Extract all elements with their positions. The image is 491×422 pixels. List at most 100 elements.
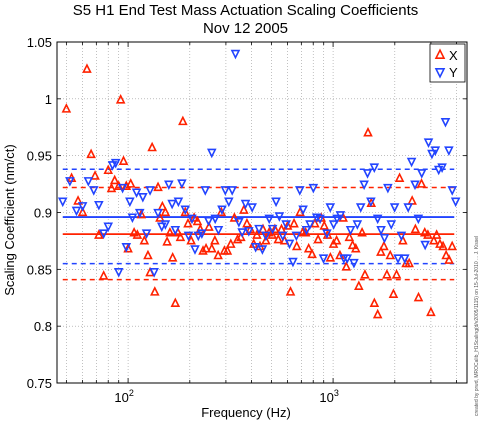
point-y (386, 220, 397, 230)
chart-title: S5 H1 End Test Mass Actuation Scaling Co… (72, 2, 419, 19)
point-y (444, 146, 454, 156)
grid-lines (57, 42, 467, 383)
point-x (213, 249, 223, 260)
point-x (354, 280, 364, 290)
point-y (281, 220, 291, 230)
point-y (244, 227, 254, 237)
point-x (90, 170, 100, 180)
point-y (197, 229, 207, 239)
point-x (178, 115, 188, 126)
point-x (94, 229, 104, 239)
point-y (65, 177, 75, 187)
point-x (106, 182, 117, 193)
point-y (131, 188, 142, 199)
point-y (288, 257, 298, 268)
legend-label-x: X (449, 48, 458, 63)
point-y (291, 231, 302, 242)
point-y (274, 212, 285, 222)
point-y (173, 197, 184, 208)
point-x (175, 231, 186, 242)
point-x (441, 249, 451, 260)
point-y (88, 186, 99, 196)
point-x (376, 246, 386, 256)
legend-marker-y (434, 68, 446, 79)
axis-ticks (57, 41, 467, 384)
point-x (167, 251, 178, 262)
point-x (267, 229, 278, 239)
point-x (410, 223, 421, 234)
point-x (447, 240, 457, 251)
point-x (226, 238, 236, 248)
point-x (98, 270, 109, 280)
point-x (165, 226, 175, 237)
point-x (210, 234, 220, 245)
point-x (150, 286, 160, 296)
x-tick-labels: 102 103 (114, 388, 338, 405)
point-y (77, 202, 88, 212)
point-y (271, 197, 281, 208)
point-x (192, 215, 203, 226)
y-tick-label: 0.9 (34, 206, 52, 221)
point-x (404, 257, 414, 268)
point-y (423, 138, 434, 149)
x-tick-label: 102 (114, 388, 133, 405)
point-y (210, 214, 220, 225)
point-y (125, 197, 135, 208)
point-x (242, 217, 252, 228)
point-x (86, 148, 96, 159)
point-x (385, 249, 396, 260)
point-x (416, 178, 427, 188)
point-y (427, 149, 437, 160)
point-x (347, 239, 358, 250)
point-x (357, 226, 367, 237)
point-x (82, 63, 92, 73)
data-points (57, 49, 461, 319)
point-x (239, 204, 249, 214)
point-y (187, 214, 197, 225)
point-y (406, 157, 417, 168)
point-y (254, 224, 264, 235)
point-y (352, 220, 363, 230)
point-y (325, 203, 336, 213)
point-x (73, 195, 83, 205)
point-y (71, 206, 82, 217)
point-y (117, 183, 128, 194)
point-y (113, 268, 124, 278)
point-x (147, 141, 157, 152)
point-x (444, 254, 454, 264)
point-x (426, 306, 436, 317)
point-y (98, 229, 109, 239)
point-x (132, 229, 143, 239)
y-tick-label: 1 (45, 92, 52, 107)
point-x (372, 308, 383, 319)
point-x (344, 231, 355, 242)
point-y (94, 200, 104, 211)
point-y (447, 186, 458, 196)
point-x (289, 217, 299, 228)
point-y (359, 180, 369, 191)
legend: XY (429, 43, 466, 83)
point-x (103, 164, 114, 175)
point-y (190, 245, 200, 255)
point-y (277, 231, 288, 242)
point-y (250, 243, 261, 253)
point-y (180, 205, 191, 216)
point-y (247, 203, 257, 213)
point-y (261, 231, 271, 242)
x-axis-label: Frequency (Hz) (201, 405, 291, 420)
point-x (423, 229, 433, 239)
y-tick-label: 0.95 (27, 149, 52, 164)
point-x (139, 234, 150, 245)
point-y (430, 146, 441, 156)
point-y (141, 229, 152, 239)
point-x (153, 181, 163, 192)
point-y (328, 220, 339, 230)
point-x (413, 291, 424, 302)
point-y (450, 197, 461, 208)
point-y (335, 211, 346, 221)
point-y (227, 186, 237, 196)
point-y (318, 254, 329, 264)
point-y (57, 197, 68, 208)
point-y (156, 222, 167, 233)
